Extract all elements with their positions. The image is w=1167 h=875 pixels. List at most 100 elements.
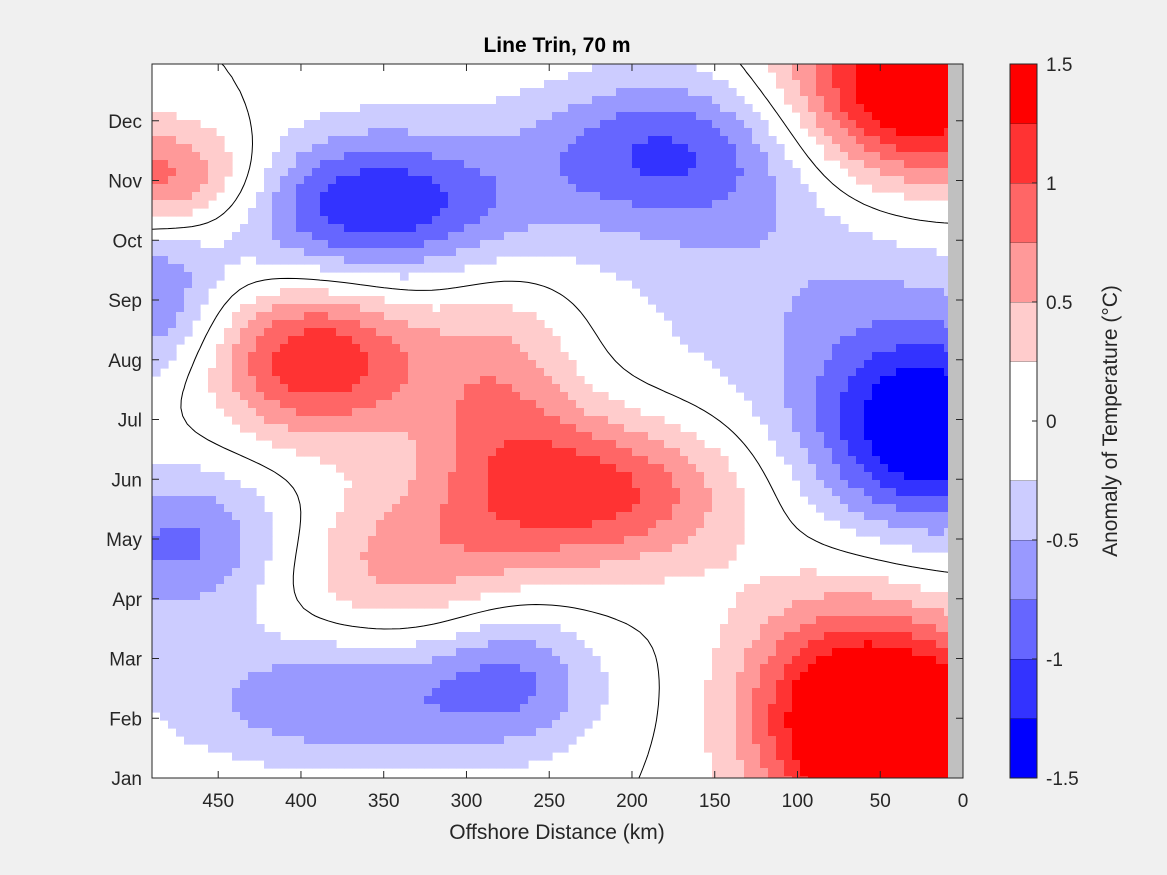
contour-cell: [888, 472, 897, 481]
contour-cell: [888, 296, 897, 305]
contour-cell: [872, 72, 881, 81]
contour-cell: [848, 280, 857, 289]
contour-cell: [904, 480, 913, 489]
contour-cell: [880, 536, 889, 545]
contour-cell: [808, 112, 817, 121]
contour-cell: [200, 520, 209, 529]
contour-cell: [848, 416, 857, 425]
contour-cell: [448, 256, 457, 265]
contour-cell: [776, 80, 785, 89]
contour-cell: [904, 416, 913, 425]
contour-cell: [224, 552, 233, 561]
contour-cell: [424, 512, 433, 521]
contour-cell: [536, 240, 545, 249]
contour-cell: [544, 568, 553, 577]
contour-cell: [160, 280, 169, 289]
contour-cell: [264, 312, 273, 321]
contour-cell: [616, 224, 625, 233]
contour-cell: [576, 408, 585, 417]
contour-cell: [464, 240, 473, 249]
contour-cell: [448, 512, 457, 521]
contour-cell: [448, 464, 457, 473]
contour-cell: [592, 528, 601, 537]
contour-cell: [792, 464, 801, 473]
contour-cell: [800, 200, 809, 209]
contour-cell: [648, 464, 657, 473]
contour-cell: [336, 120, 345, 129]
contour-cell: [600, 520, 609, 529]
contour-cell: [544, 488, 553, 497]
contour-cell: [896, 504, 905, 513]
contour-cell: [688, 456, 697, 465]
contour-cell: [784, 96, 793, 105]
contour-cell: [392, 248, 401, 257]
contour-cell: [216, 256, 225, 265]
contour-cell: [624, 488, 633, 497]
contour-cell: [928, 416, 937, 425]
contour-cell: [320, 320, 329, 329]
contour-cell: [648, 240, 657, 249]
contour-cell: [608, 488, 617, 497]
contour-cell: [584, 528, 593, 537]
contour-cell: [424, 176, 433, 185]
contour-cell: [392, 152, 401, 161]
contour-cell: [264, 200, 273, 209]
contour-cell: [456, 512, 465, 521]
contour-cell: [664, 200, 673, 209]
contour-cell: [776, 152, 785, 161]
contour-cell: [552, 104, 561, 113]
contour-cell: [728, 288, 737, 297]
contour-cell: [896, 480, 905, 489]
contour-cell: [520, 488, 529, 497]
contour-cell: [736, 184, 745, 193]
contour-cell: [896, 168, 905, 177]
contour-cell: [720, 304, 729, 313]
contour-cell: [448, 528, 457, 537]
contour-cell: [536, 192, 545, 201]
contour-cell: [784, 176, 793, 185]
contour-cell: [224, 600, 233, 609]
contour-cell: [328, 584, 337, 593]
contour-cell: [224, 584, 233, 593]
contour-cell: [160, 472, 169, 481]
contour-cell: [896, 528, 905, 537]
contour-cell: [560, 384, 569, 393]
contour-cell: [856, 176, 865, 185]
contour-cell: [160, 568, 169, 577]
contour-cell: [168, 280, 177, 289]
contour-cell: [352, 376, 361, 385]
contour-cell: [752, 400, 761, 409]
contour-cell: [832, 400, 841, 409]
contour-cell: [656, 568, 665, 577]
contour-cell: [440, 512, 449, 521]
contour-cell: [456, 432, 465, 441]
contour-cell: [808, 376, 817, 385]
contour-cell: [376, 240, 385, 249]
contour-cell: [376, 432, 385, 441]
contour-cell: [872, 408, 881, 417]
contour-cell: [552, 112, 561, 121]
contour-cell: [832, 408, 841, 417]
contour-cell: [696, 528, 705, 537]
contour-cell: [248, 216, 257, 225]
contour-cell: [592, 256, 601, 265]
contour-cell: [680, 464, 689, 473]
contour-cell: [464, 448, 473, 457]
contour-cell: [888, 176, 897, 185]
contour-cell: [400, 416, 409, 425]
contour-cell: [480, 360, 489, 369]
contour-cell: [320, 248, 329, 257]
contour-cell: [320, 184, 329, 193]
contour-cell: [592, 552, 601, 561]
contour-cell: [920, 592, 929, 601]
contour-cell: [352, 232, 361, 241]
contour-cell: [928, 152, 937, 161]
contour-cell: [888, 408, 897, 417]
contour-cell: [840, 504, 849, 513]
contour-cell: [584, 96, 593, 105]
contour-cell: [400, 496, 409, 505]
contour-cell: [168, 120, 177, 129]
contour-cell: [384, 312, 393, 321]
contour-cell: [440, 208, 449, 217]
contour-cell: [752, 336, 761, 345]
